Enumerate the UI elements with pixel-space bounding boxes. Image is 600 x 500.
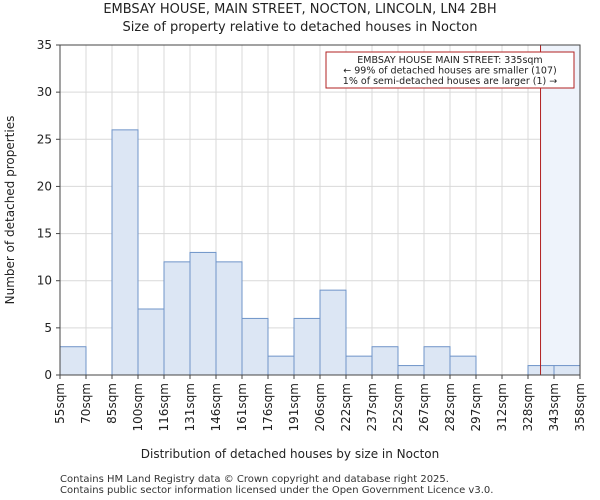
bar-85sqm (111, 129, 139, 376)
x-tick-label: 206sqm (313, 383, 327, 431)
x-tick-label: 358sqm (573, 383, 587, 431)
annotation-line: 1% of semi-detached houses are larger (1… (343, 76, 557, 87)
footer-licence: Contains public sector information licen… (60, 485, 494, 496)
y-tick-label: 30 (37, 85, 52, 99)
y-tick-label: 0 (44, 368, 52, 382)
y-tick-label: 25 (37, 132, 52, 146)
bar-131sqm (189, 251, 217, 376)
bar-237sqm (371, 346, 399, 376)
annotation-line: EMBSAY HOUSE MAIN STREET: 335sqm (357, 55, 542, 66)
y-tick-label: 35 (37, 38, 52, 52)
x-tick-label: 297sqm (469, 383, 483, 431)
chart-subtitle: Size of property relative to detached ho… (122, 20, 478, 35)
bar-161sqm (241, 317, 269, 376)
x-tick-label: 267sqm (417, 383, 431, 431)
x-tick-label: 131sqm (183, 383, 197, 431)
y-tick-label: 20 (37, 179, 52, 193)
y-tick-label: 10 (37, 274, 52, 288)
bar-282sqm (449, 355, 477, 376)
bar-176sqm (267, 355, 295, 376)
x-tick-label: 191sqm (287, 383, 301, 431)
annotation-box (325, 51, 575, 89)
property-highlight-region (540, 45, 580, 375)
bar-343sqm (553, 365, 581, 376)
x-tick-label: 237sqm (365, 383, 379, 431)
x-tick-label: 252sqm (391, 383, 405, 431)
bar-191sqm (293, 317, 321, 376)
x-tick-label: 70sqm (79, 383, 93, 424)
bar-100sqm (137, 308, 165, 376)
bar-222sqm (345, 355, 373, 376)
footer-copyright: Contains HM Land Registry data © Crown c… (60, 474, 449, 485)
chart-title: EMBSAY HOUSE, MAIN STREET, NOCTON, LINCO… (103, 2, 497, 17)
x-tick-label: 55sqm (53, 383, 67, 424)
x-tick-label: 222sqm (339, 383, 353, 431)
x-tick-label: 328sqm (521, 383, 535, 431)
x-tick-label: 161sqm (235, 383, 249, 431)
x-tick-label: 85sqm (105, 383, 119, 424)
x-tick-label: 116sqm (157, 383, 171, 431)
x-axis-label: Distribution of detached houses by size … (141, 447, 439, 461)
bar-146sqm (215, 261, 243, 376)
annotation-line: ← 99% of detached houses are smaller (10… (343, 66, 556, 77)
bar-116sqm (163, 261, 191, 376)
x-tick-label: 312sqm (495, 383, 509, 431)
x-tick-label: 282sqm (443, 383, 457, 431)
x-tick-label: 100sqm (131, 383, 145, 431)
bar-267sqm (423, 346, 451, 376)
y-axis-label: Number of detached properties (3, 116, 17, 305)
x-tick-label: 176sqm (261, 383, 275, 431)
bar-55sqm (59, 346, 87, 376)
x-tick-label: 343sqm (547, 383, 561, 431)
bar-206sqm (319, 289, 347, 376)
x-tick-label: 146sqm (209, 383, 223, 431)
y-tick-label: 15 (37, 227, 52, 241)
y-tick-label: 5 (44, 321, 52, 335)
bar-252sqm (397, 365, 425, 376)
